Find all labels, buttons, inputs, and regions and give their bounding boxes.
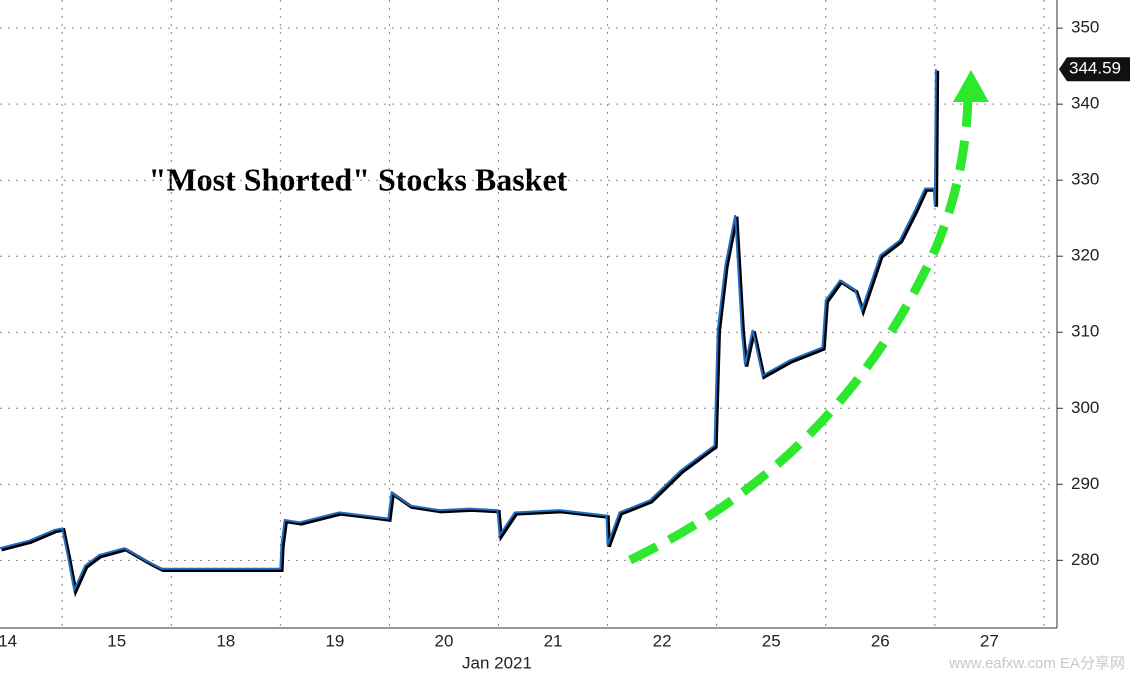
y-tick-label: 350 <box>1071 18 1099 37</box>
series-line <box>0 69 937 594</box>
chart-title: "Most Shorted" Stocks Basket <box>149 161 568 197</box>
x-tick-label: 14 <box>0 631 17 650</box>
x-tick-label: 20 <box>435 631 454 650</box>
x-tick-label: 25 <box>762 631 781 650</box>
y-tick-label: 290 <box>1071 474 1099 493</box>
y-tick-label: 310 <box>1071 322 1099 341</box>
x-tick-label: 18 <box>216 631 235 650</box>
y-tick-label: 330 <box>1071 170 1099 189</box>
watermark: www.eafxw.com EA分享网 <box>948 655 1125 672</box>
x-tick-label: 21 <box>544 631 563 650</box>
x-tick-label: 26 <box>871 631 890 650</box>
y-tick-label: 280 <box>1071 550 1099 569</box>
arrow-head <box>953 70 989 102</box>
y-tick-label: 320 <box>1071 246 1099 265</box>
last-value-box <box>1059 57 1130 82</box>
trend-arrow <box>628 99 973 565</box>
x-tick-label: 27 <box>980 631 999 650</box>
plot <box>0 69 940 598</box>
grid <box>0 0 1063 629</box>
x-axis-label: Jan 2021 <box>462 653 532 672</box>
last-value-label: 344.59 <box>1069 59 1121 78</box>
x-tick-label: 15 <box>107 631 126 650</box>
y-tick-label: 300 <box>1071 398 1099 417</box>
series-line-shadow <box>1 70 940 598</box>
x-tick-label: 22 <box>653 631 672 650</box>
y-tick-label: 340 <box>1071 94 1099 113</box>
x-tick-label: 19 <box>325 631 344 650</box>
